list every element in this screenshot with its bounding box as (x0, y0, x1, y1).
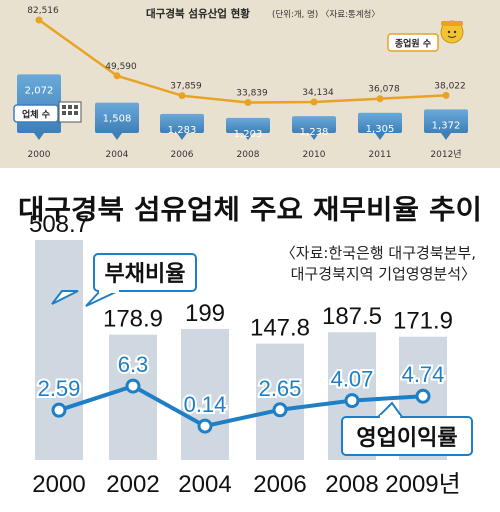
profit-margin-line (58, 384, 424, 429)
bottom-x-tick-label: 2000 (32, 471, 85, 498)
debt-ratio-value-label: 171.9 (393, 308, 453, 335)
profit-margin-label: 영업이익률 (356, 426, 457, 451)
top-bar-value-label: 1,508 (103, 114, 132, 125)
debt-ratio-value-label: 187.5 (322, 303, 382, 330)
source-line-1: 〈자료:한국은행 대구경북본부, (281, 244, 476, 262)
top-bar-value-label: 1,305 (366, 124, 395, 135)
debt-ratio-value-label: 178.9 (103, 306, 163, 333)
debt-ratio-value-label: 508.7 (29, 211, 89, 238)
employees-value-label: 37,859 (170, 82, 202, 92)
employees-label: 종업원 수 (395, 38, 431, 50)
profit-margin-value-label: 2.59 (38, 376, 81, 401)
debt-ratio-callout: 부채비율 (51, 253, 197, 307)
top-bar-pointer (34, 133, 44, 140)
top-x-tick-label: 2012년 (430, 149, 461, 160)
employees-value-label: 34,134 (302, 88, 334, 98)
debt-ratio-bar (256, 343, 304, 460)
profit-margin-value-label: 4.74 (402, 362, 445, 387)
top-x-tick-label: 2010 (303, 150, 326, 160)
debt-ratio-value-label: 199 (185, 300, 225, 327)
employees-point (244, 98, 252, 106)
top-bar-pointer (375, 133, 385, 140)
top-bar (226, 117, 270, 133)
profit-margin-point (51, 402, 67, 418)
worker-icon (440, 20, 464, 44)
top-bar-value-label: 1,372 (432, 120, 461, 131)
employees-point (376, 95, 384, 103)
top-bar (292, 116, 336, 133)
top-bar-value-label: 1,203 (234, 129, 263, 140)
building-icon (58, 101, 82, 123)
profit-margin-callout: 영업이익률 (341, 401, 473, 456)
profit-margin-point (344, 393, 360, 409)
employees-badge: 종업원 수 (387, 33, 439, 52)
top-tick-labels: 2000 2004 2006 2008 2010 2011 2012년 (28, 149, 462, 160)
top-bar (358, 112, 402, 133)
top-bar-pointer (112, 133, 122, 140)
employees-point (178, 92, 186, 100)
employees-point (310, 98, 318, 106)
top-x-tick-label: 2006 (171, 150, 194, 160)
bottom-chart-title: 대구경북 섬유업체 주요 재무비율 추이 (18, 195, 482, 226)
employees-point (442, 91, 450, 99)
top-bar (17, 74, 61, 133)
employees-value-label: 49,590 (105, 62, 137, 72)
top-bar-value-label: 1,238 (300, 127, 329, 138)
bottom-x-tick-label: 2009년 (385, 471, 460, 498)
employees-point (35, 16, 43, 24)
bottom-x-tick-label: 2002 (106, 471, 159, 498)
debt-ratio-bar (109, 334, 157, 460)
top-line-group: 82,516 49,590 37,859 33,839 34,134 36,078 38,0… (27, 6, 466, 106)
companies-label: 업체 수 (22, 109, 50, 121)
profit-margin-point (197, 418, 213, 434)
profit-margin-point (125, 378, 141, 394)
debt-ratio-bar (35, 240, 83, 460)
top-bar-pointer (243, 133, 253, 140)
bottom-x-tick-label: 2008 (325, 471, 378, 498)
employees-value-label: 36,078 (368, 85, 400, 95)
companies-badge: 업체 수 (13, 104, 59, 123)
top-x-tick-label: 2004 (106, 150, 129, 160)
employees-value-label: 82,516 (27, 6, 59, 16)
debt-ratio-value-label: 147.8 (250, 315, 310, 342)
top-bar-pointer (441, 133, 451, 140)
top-panel-background (0, 0, 500, 168)
profit-margin-point (272, 402, 288, 418)
top-chart-title: 대구경북 섬유산업 현황 (146, 7, 250, 20)
top-bar-value-label: 1,283 (168, 125, 197, 136)
top-bar (160, 113, 204, 133)
top-bar-pointer (177, 133, 187, 140)
top-bar (95, 102, 139, 133)
employees-point (113, 72, 121, 80)
profit-margin-value-label: 6.3 (118, 352, 149, 377)
top-bar-pointer (309, 133, 319, 140)
top-chart-note: (단위:개, 명) 〈자료:통계청〉 (272, 9, 380, 20)
top-x-tick-label: 2011 (369, 150, 392, 160)
profit-margin-point (415, 388, 431, 404)
top-bar-value-label: 2,072 (25, 85, 54, 96)
bottom-line-group: 2.59 6.3 0.14 2.65 4.07 4.74 (36, 350, 446, 434)
bottom-tick-labels: 2000 2002 2004 2006 2008 2009년 (32, 471, 460, 498)
profit-margin-value-label: 0.14 (184, 392, 227, 417)
employees-value-label: 33,839 (236, 88, 268, 98)
source-line-2: 대구경북지역 기업영영분석〉 (291, 265, 476, 283)
profit-margin-value-label: 4.07 (331, 367, 374, 392)
top-x-tick-label: 2008 (237, 150, 260, 160)
employees-value-label: 38,022 (434, 81, 466, 91)
top-bar (424, 109, 468, 133)
debt-ratio-bar (181, 328, 229, 460)
top-x-tick-label: 2000 (28, 150, 51, 160)
debt-ratio-label: 부채비율 (105, 262, 186, 287)
bottom-x-tick-label: 2004 (178, 471, 231, 498)
bottom-x-tick-label: 2006 (253, 471, 306, 498)
profit-margin-value-label: 2.65 (259, 376, 302, 401)
